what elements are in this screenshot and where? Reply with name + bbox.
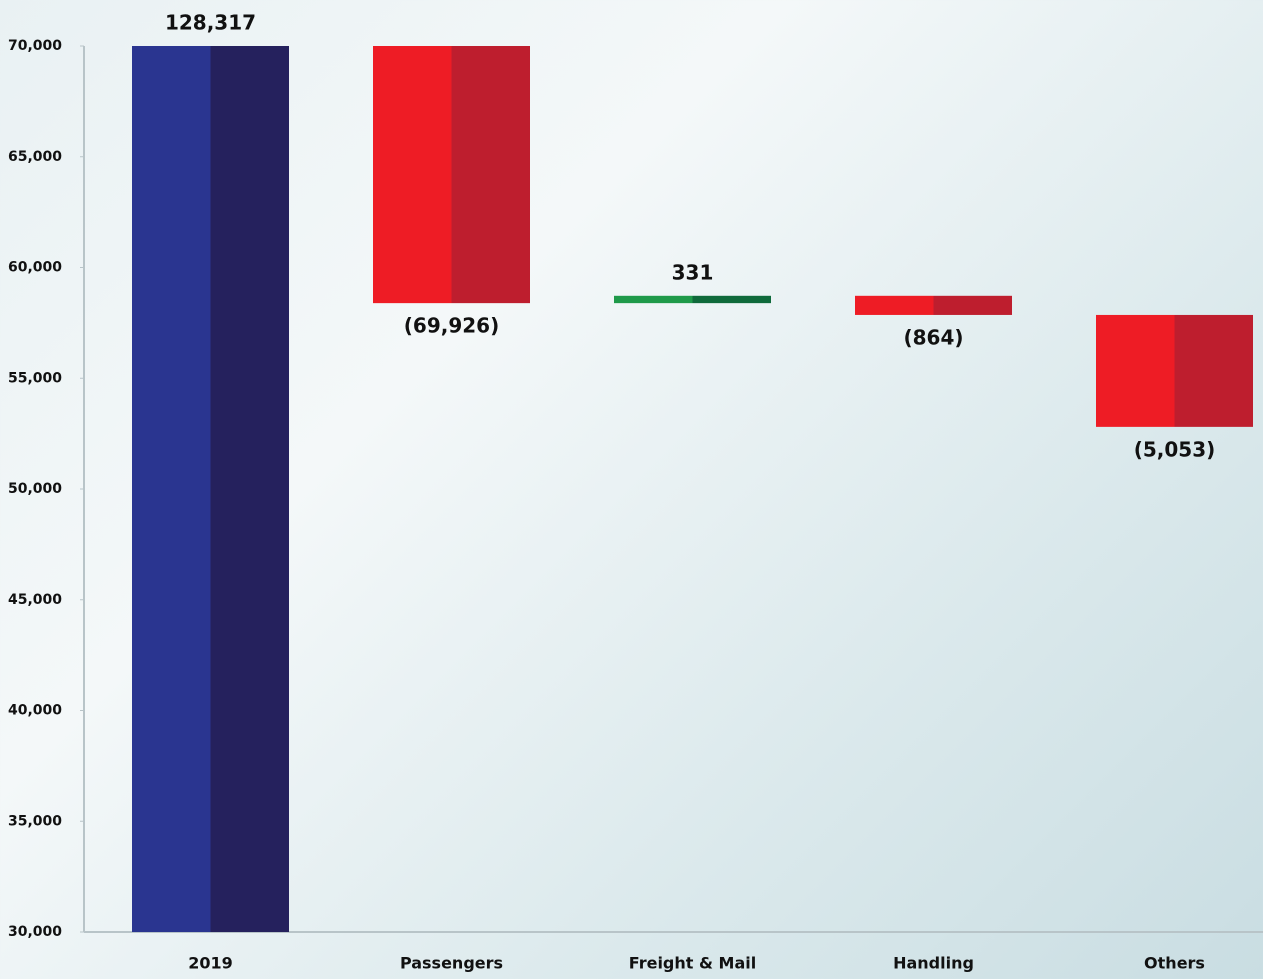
bar-half <box>451 46 530 304</box>
bar <box>132 46 289 932</box>
bar-half <box>132 46 211 932</box>
bar <box>614 295 771 304</box>
bar-half <box>1174 314 1253 427</box>
y-tick-label: 35,000 <box>8 813 62 829</box>
value-label: 331 <box>672 260 714 284</box>
bar <box>373 46 530 304</box>
y-tick-label: 60,000 <box>8 260 62 276</box>
y-tick-label: 55,000 <box>8 370 62 386</box>
y-tick-label: 65,000 <box>8 149 62 165</box>
value-label: (5,053) <box>1134 437 1216 461</box>
bar-half <box>855 295 934 315</box>
y-tick-label: 40,000 <box>8 703 62 719</box>
x-tick-label: Others <box>1144 954 1205 973</box>
x-tick-label: Passengers <box>400 954 503 973</box>
value-label: (864) <box>903 325 963 349</box>
x-tick-label: Handling <box>893 954 974 973</box>
bar <box>855 295 1012 315</box>
bar-half <box>614 295 693 304</box>
y-tick-label: 30,000 <box>8 924 62 940</box>
y-tick-label: 50,000 <box>8 481 62 497</box>
bar <box>1096 314 1253 427</box>
value-label: (69,926) <box>404 314 499 338</box>
bar-half <box>933 295 1012 315</box>
x-tick-label: Freight & Mail <box>629 954 756 973</box>
value-label: 128,317 <box>165 11 256 35</box>
bar-half <box>692 295 771 304</box>
y-tick-label: 45,000 <box>8 592 62 608</box>
bar-half <box>373 46 452 304</box>
y-tick-label: 70,000 <box>8 38 62 54</box>
bar-half <box>210 46 289 932</box>
bar-half <box>1096 314 1175 427</box>
x-tick-label: 2019 <box>188 954 233 973</box>
